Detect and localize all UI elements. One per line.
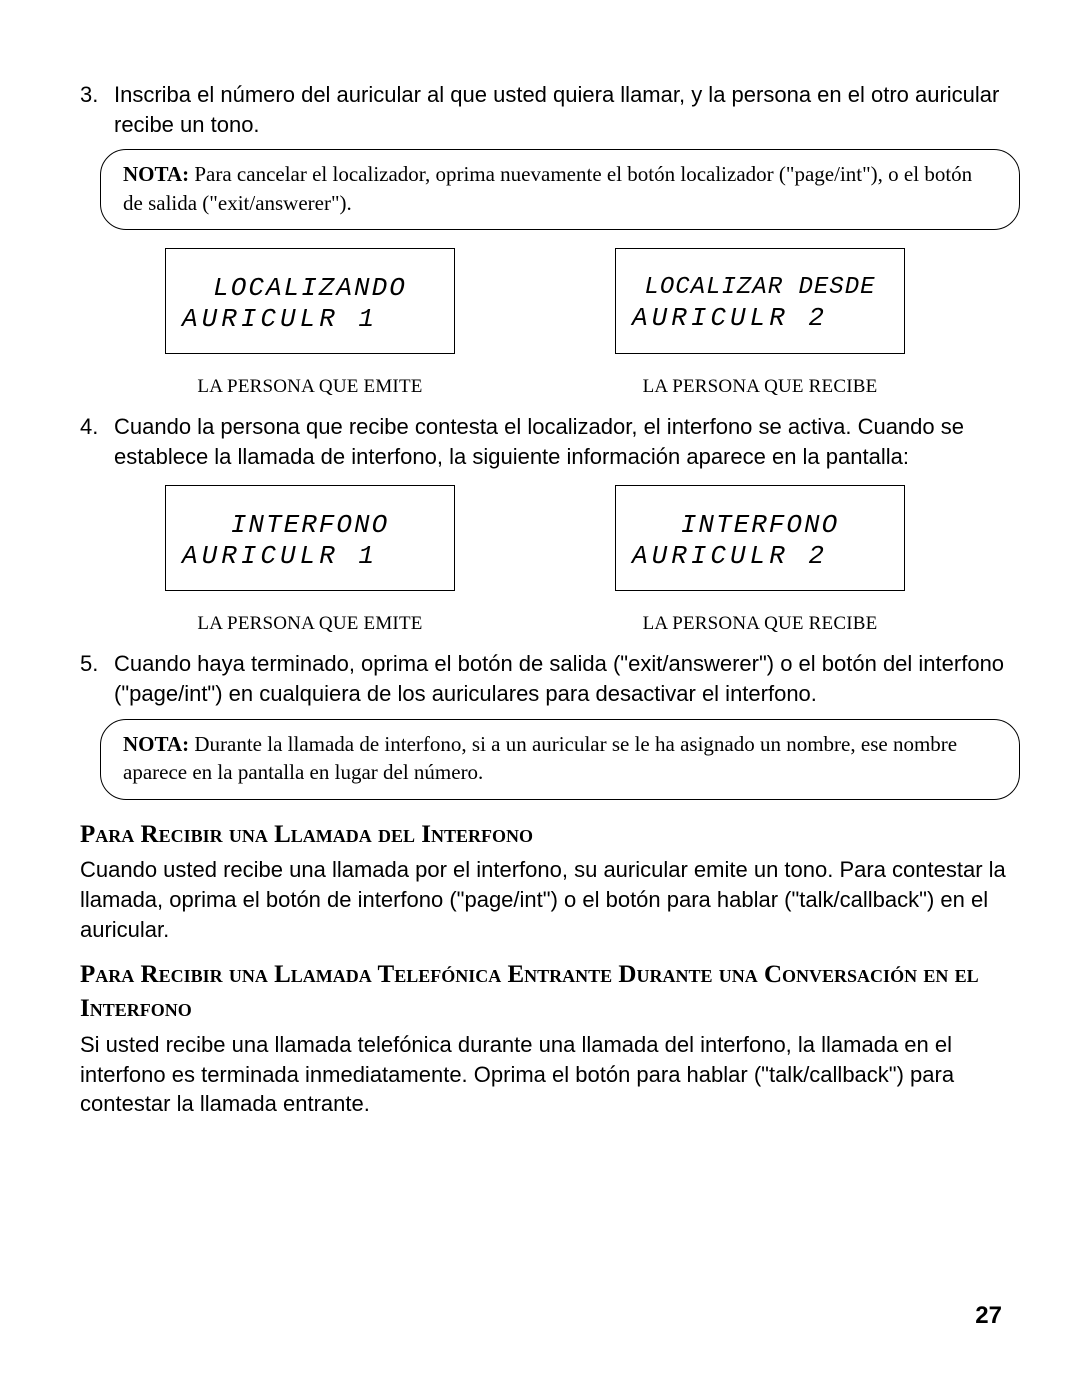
step-3: 3. Inscriba el número del auricular al q… — [80, 80, 1020, 139]
step-number: 5. — [80, 649, 114, 708]
note-label: NOTA: — [123, 732, 189, 756]
note-text: Durante la llamada de interfono, si a un… — [123, 732, 957, 784]
step-number: 4. — [80, 412, 114, 471]
section-title-1: Para Recibir una Llamada del Interfono — [80, 818, 1020, 852]
note-box-1: NOTA: Para cancelar el localizador, opri… — [100, 149, 1020, 230]
step-text: Cuando la persona que recibe contesta el… — [114, 412, 1020, 471]
lcd-caption: LA PERSONA QUE EMITE — [197, 613, 422, 635]
lcd-line2: AURICULR 2 — [632, 541, 888, 572]
section-body-1: Cuando usted recibe una llamada por el i… — [80, 855, 1020, 944]
note-label: NOTA: — [123, 162, 189, 186]
section-body-2: Si usted recibe una llamada telefónica d… — [80, 1030, 1020, 1119]
step-5: 5. Cuando haya terminado, oprima el botó… — [80, 649, 1020, 708]
lcd-col-receiver: LOCALIZAR DESDE AURICULR 2 LA PERSONA QU… — [600, 248, 920, 398]
lcd-line1: LOCALIZAR DESDE — [632, 274, 888, 303]
lcd-row-1: LOCALIZANDO AURICULR 1 LA PERSONA QUE EM… — [150, 248, 1020, 398]
step-text: Inscriba el número del auricular al que … — [114, 80, 1020, 139]
manual-page: 3. Inscriba el número del auricular al q… — [0, 0, 1080, 1374]
lcd-caption: LA PERSONA QUE EMITE — [197, 376, 422, 398]
lcd-col-emitter: INTERFONO AURICULR 1 LA PERSONA QUE EMIT… — [150, 485, 470, 635]
step-number: 3. — [80, 80, 114, 139]
lcd-line1: INTERFONO — [182, 510, 438, 541]
lcd-line2: AURICULR 1 — [182, 304, 438, 335]
lcd-caption: LA PERSONA QUE RECIBE — [643, 376, 878, 398]
lcd-col-receiver: INTERFONO AURICULR 2 LA PERSONA QUE RECI… — [600, 485, 920, 635]
lcd-line2: AURICULR 1 — [182, 541, 438, 572]
lcd-display-receiver-2: INTERFONO AURICULR 2 — [615, 485, 905, 591]
page-number: 27 — [975, 1302, 1002, 1330]
lcd-line1: INTERFONO — [632, 510, 888, 541]
lcd-line1: LOCALIZANDO — [182, 273, 438, 304]
lcd-caption: LA PERSONA QUE RECIBE — [643, 613, 878, 635]
lcd-display-emitter-2: INTERFONO AURICULR 1 — [165, 485, 455, 591]
note-text: Para cancelar el localizador, oprima nue… — [123, 162, 972, 214]
step-text: Cuando haya terminado, oprima el botón d… — [114, 649, 1020, 708]
step-4: 4. Cuando la persona que recibe contesta… — [80, 412, 1020, 471]
section-title-2: Para Recibir una Llamada Telefónica Entr… — [80, 958, 1020, 1026]
lcd-row-2: INTERFONO AURICULR 1 LA PERSONA QUE EMIT… — [150, 485, 1020, 635]
note-box-2: NOTA: Durante la llamada de interfono, s… — [100, 719, 1020, 800]
lcd-display-receiver-1: LOCALIZAR DESDE AURICULR 2 — [615, 248, 905, 354]
lcd-col-emitter: LOCALIZANDO AURICULR 1 LA PERSONA QUE EM… — [150, 248, 470, 398]
lcd-line2: AURICULR 2 — [632, 303, 888, 334]
lcd-display-emitter-1: LOCALIZANDO AURICULR 1 — [165, 248, 455, 354]
